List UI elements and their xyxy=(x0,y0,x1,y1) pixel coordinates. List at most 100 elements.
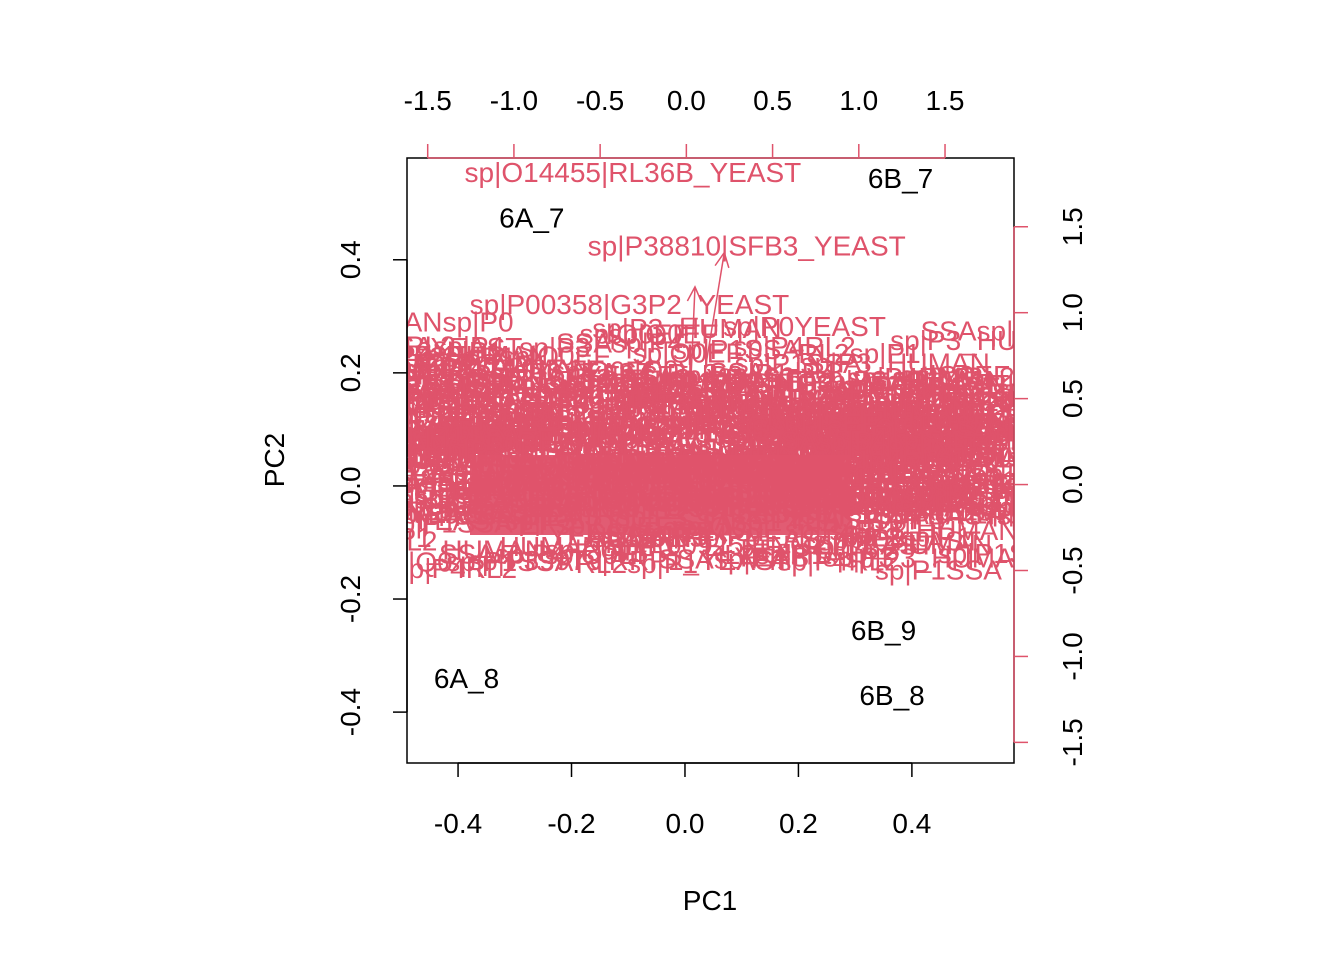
loading-cluster-label: EFsp|Q0 xyxy=(318,354,428,385)
loading-cluster-label: _HUMANsp|P0 xyxy=(818,427,1008,458)
top-tick-label: 1.5 xyxy=(926,85,965,116)
loading-cluster-label: sp|P3_HUMAN xyxy=(534,379,723,410)
loading-cluster-label: sp|P1SSA xyxy=(763,425,890,456)
loading-cluster-label: sp|Q0EF xyxy=(537,367,647,398)
loading-cluster-label: SSAsp|P4 xyxy=(846,465,973,496)
loading-cluster-label: SSAsp|P4 xyxy=(733,416,860,447)
loading-cluster-label: _HUMANsp|P0 xyxy=(323,307,513,338)
loading-cluster-label: SSAsp|P4 xyxy=(730,409,857,440)
loading-cluster-label: sp|P1SSA xyxy=(871,366,998,397)
loading-cluster-label: SSAsp|P4 xyxy=(658,543,785,574)
loading-cluster-label: sp|Q0EF xyxy=(911,399,1021,430)
observation-label: 6B_9 xyxy=(851,615,916,646)
loading-cluster-label: RL2sp|P1 xyxy=(927,495,1049,526)
loading-cluster-label: sp|P0YEAST xyxy=(305,391,468,422)
loading-cluster-label: sp|Q0EF xyxy=(500,340,610,371)
loading-cluster-label: sp|P4RL2 xyxy=(831,447,953,478)
loading-cluster-label: EFsp|Q0 xyxy=(449,410,559,441)
loading-cluster-label: sp|Q0EF xyxy=(355,402,465,433)
loading-cluster-label: sp|Q0EF xyxy=(831,379,941,410)
loading-cluster-label: sp|Q0EF xyxy=(551,356,661,387)
x-tick-label: 0.2 xyxy=(779,808,818,839)
loading-cluster-label: RL2sp|P1 xyxy=(521,418,643,449)
loading-cluster-label: _HUMANsp|P0 xyxy=(690,417,880,448)
loading-cluster-label: RL2sp|P1 xyxy=(517,426,639,457)
axes-layer: -0.4 -0.2 0.0 0.2 0.4 -0.4 -0.2 0.0 0.2 0.4 -1.5 -1… xyxy=(335,85,1088,839)
loading-cluster-label: RL2sp|P1 xyxy=(319,446,441,477)
loading-cluster-label: RL2sp|P1 xyxy=(324,401,446,432)
loading-cluster-label: sp|P3_HUMAN xyxy=(845,542,1034,573)
loading-cluster-label: sp|P4RL2 xyxy=(832,401,954,432)
loadings-layer: sp|O14455|RL36B_YEAST sp|P38810|SFB3_YEAS… xyxy=(440,158,943,576)
loading-cluster-label: EFsp|Q0 xyxy=(343,547,453,578)
top-tick-label: -0.5 xyxy=(576,85,624,116)
loading-cluster-label: sp|P0YEAST xyxy=(460,409,623,440)
loading-label: sp|P00358|G3P2_YEAST xyxy=(470,289,790,320)
loading-cluster-label: YEASTsp|P3 xyxy=(478,398,638,429)
loading-cluster-label: sp|P4RL2 xyxy=(829,404,951,435)
loading-cluster-label: SSAsp|P4 xyxy=(709,357,836,388)
loading-cluster-label: sp|P1SSA xyxy=(661,414,788,445)
loading-cluster-label: EFsp|Q0 xyxy=(826,385,936,416)
loading-cluster-label: EFsp|Q0 xyxy=(661,378,771,409)
loading-label: sp|P02994|EF1A_YEAST xyxy=(579,411,897,442)
loading-arrow-head xyxy=(651,410,665,429)
right-tick-label: 1.0 xyxy=(1057,293,1088,332)
loading-cluster-label: EFsp|Q0 xyxy=(474,427,584,458)
x-tick-label: -0.4 xyxy=(434,808,482,839)
loading-cluster-label: sp|P1SSA xyxy=(575,379,702,410)
loading-cluster-label: EFsp|Q0 xyxy=(953,407,1063,438)
loading-cluster-label: SSAsp|P4 xyxy=(744,413,871,444)
loading-cluster-label: RL2sp|P1 xyxy=(381,336,503,367)
loading-cluster-label: sp|P1SSA xyxy=(333,422,460,453)
loading-cluster-label: sp|P1SSA xyxy=(751,374,878,405)
loading-cluster-label: sp|P3_HUMAN xyxy=(403,354,592,385)
loading-cluster-label: sp|P4RL2 xyxy=(333,330,455,361)
loading-cluster-label: sp|P1SSA xyxy=(770,397,897,428)
loading-arrow-head xyxy=(657,403,673,422)
loading-cluster-label: RL2sp|P1 xyxy=(928,481,1050,512)
loading-cluster-label: sp|P4RL2 xyxy=(759,385,881,416)
loading-cluster-label: sp|P0YEAST xyxy=(402,354,565,385)
loading-cluster-label: EFsp|Q0 xyxy=(807,420,917,451)
loading-cluster-label: _HUMANsp|P0 xyxy=(745,428,935,459)
loading-cluster-label: sp|P1SSA xyxy=(862,446,989,477)
loading-cluster-label: YEASTsp|P3 xyxy=(351,422,511,453)
x-tick-label: 0.4 xyxy=(892,808,931,839)
observation-label: 6B_7 xyxy=(868,163,933,194)
loading-cluster-label: sp|Q0EF xyxy=(544,539,654,570)
loading-cluster-label: RL2sp|P1 xyxy=(457,412,579,443)
loading-arrow-head xyxy=(686,285,702,302)
loading-cluster-label: sp|P3_HUMAN xyxy=(308,416,497,447)
x-tick-label: 0.0 xyxy=(666,808,705,839)
loading-cluster-label: RL2sp|P1 xyxy=(864,472,986,503)
loading-cluster-label: _HUMANsp|P0 xyxy=(426,534,616,565)
loading-cluster-label: sp|P3_HUMAN xyxy=(849,442,1038,473)
loading-cluster-label: RL2sp|P1 xyxy=(798,338,920,369)
loading-cluster-label: sp|P0YEAST xyxy=(761,428,924,459)
loading-cluster-label: SSAsp|P4 xyxy=(404,373,531,404)
loading-cluster-label: SSAsp|P4 xyxy=(352,373,479,404)
loading-cluster-label: SSAsp|P4 xyxy=(633,376,760,407)
loading-cluster-label: SSAsp|P4 xyxy=(683,389,810,420)
loadings-cluster: sp|P0YEASTYEASTsp|P3sp|Q0EF_HUMANsp|P0sp… xyxy=(273,307,1063,586)
loading-cluster-label: EFsp|Q0 xyxy=(840,486,950,517)
loading-cluster-label: YEASTsp|P3 xyxy=(610,379,770,410)
loading-cluster-label: YEASTsp|P3 xyxy=(421,417,581,448)
loading-cluster-label: EFsp|Q0 xyxy=(885,396,995,427)
loading-cluster-label: sp|P1SSA xyxy=(383,351,510,382)
loading-cluster-label: SSAsp|P4 xyxy=(380,421,507,452)
loading-cluster-label: sp|P0YEAST xyxy=(837,372,1000,403)
loading-cluster-label: sp|P1SSA xyxy=(432,388,559,419)
loading-cluster-label: YEASTsp|P3 xyxy=(734,541,894,572)
loading-cluster-label: sp|P0YEAST xyxy=(369,382,532,413)
loading-cluster-label: sp|P3_HUMAN xyxy=(273,412,462,443)
loading-cluster-label: sp|P4RL2 xyxy=(395,553,517,584)
loading-cluster-label: sp|P0YEAST xyxy=(286,422,449,453)
loading-cluster-label: sp|P0YEAST xyxy=(846,438,1009,469)
loading-cluster-label: YEASTsp|P3 xyxy=(475,412,635,443)
loading-cluster-label: sp|P1SSA xyxy=(385,372,512,403)
loading-cluster-label: sp|P3_HUMAN xyxy=(468,419,657,450)
loading-cluster-label: sp|P1SSA xyxy=(865,409,992,440)
loading-cluster-core xyxy=(470,455,850,535)
